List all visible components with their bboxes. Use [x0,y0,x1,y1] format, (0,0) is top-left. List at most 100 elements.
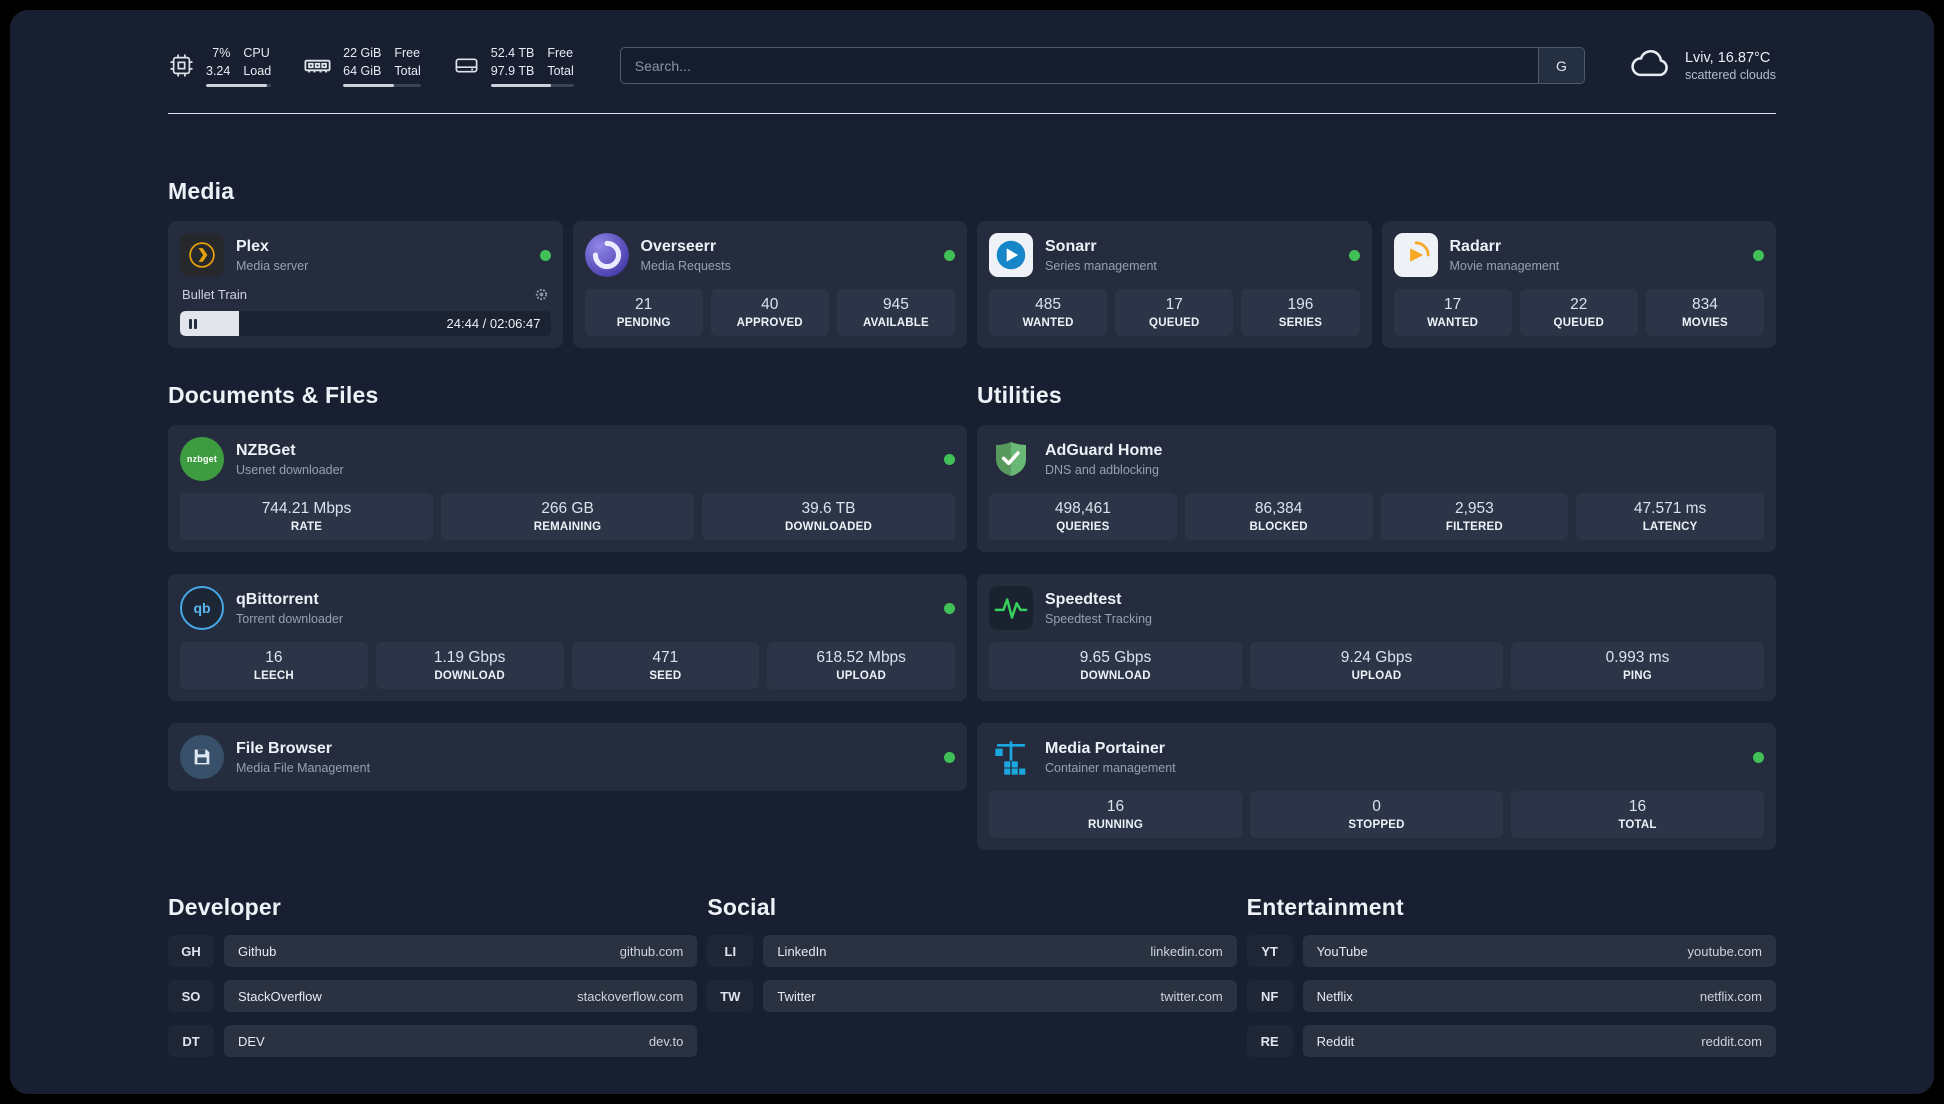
weather-widget: Lviv, 16.87°C scattered clouds [1627,46,1776,85]
service-card-sonarr[interactable]: Sonarr Series management 485 WANTED 17 QUEUED… [977,221,1372,349]
radarr-icon [1393,233,1438,278]
stat-tile: 39.6 TB DOWNLOADED [702,493,955,541]
link-url: netflix.com [1699,988,1762,1004]
stat-tile: 86,384 BLOCKED [1184,493,1373,541]
stat-label: UPLOAD [1351,670,1402,683]
link-abbreviation[interactable]: RE [1246,1025,1293,1058]
service-titles: AdGuard Home DNS and adblocking [1045,441,1162,477]
status-dot [944,453,955,465]
service-card-nzbget[interactable]: nzbget NZBGet Usenet downloader 744.21 Mbps… [168,425,967,553]
link-pill[interactable]: DEV dev.to [224,1025,698,1058]
link-abbreviation[interactable]: TW [707,980,754,1013]
service-card-speedtest[interactable]: Speedtest Speedtest Tracking 9.65 Gbps DOWN… [977,574,1776,702]
qbittorrent-icon: qb [180,586,224,631]
link-item[interactable]: TW Twitter twitter.com [707,980,1237,1013]
hard-drive-icon [453,52,480,79]
link-pill[interactable]: Reddit reddit.com [1302,1025,1776,1058]
link-abbreviation[interactable]: DT [168,1025,214,1058]
link-pill[interactable]: Github github.com [224,935,698,968]
section-title: Social [707,894,777,921]
links-column: Entertainment YT YouTube youtube.com NF Netfl… [1246,894,1776,1070]
stat-tile: 485 WANTED [989,289,1108,337]
link-abbreviation[interactable]: YT [1246,935,1293,968]
cpu-usage-bar [206,84,272,88]
service-name: qBittorrent [236,591,319,609]
stat-label: FILTERED [1445,521,1503,534]
link-abbreviation[interactable]: NF [1246,980,1293,1013]
link-abbreviation[interactable]: SO [168,980,214,1013]
search-engine-button[interactable]: G [1537,48,1584,84]
service-card-plex[interactable]: Plex Media server Bullet Train 24:44 / 02:0… [168,221,563,349]
utilities-section: Utilities AdGuard Home DNS and adblocking 4… [977,382,1776,851]
stat-label: SEED [649,670,682,683]
service-titles: File Browser Media File Management [236,739,370,775]
memory-usage-bar-fill [343,84,395,88]
stat-tile: 2,953 FILTERED [1380,493,1569,541]
link-name: Netflix [1316,988,1353,1004]
link-item[interactable]: GH Github github.com [168,935,698,968]
cpu-label: CPU [243,46,270,60]
settings-gear-icon[interactable] [534,287,549,302]
link-pill[interactable]: LinkedIn linkedin.com [763,935,1237,968]
search-input[interactable] [620,48,1538,84]
card-grid: Plex Media server Bullet Train 24:44 / 02:0… [168,221,1776,349]
stat-value: 266 GB [541,500,594,518]
stat-value: 86,384 [1254,500,1303,518]
link-abbreviation[interactable]: LI [707,935,754,968]
service-card-portainer[interactable]: Media Portainer Container management 16 RUN… [977,723,1776,851]
dashboard-main: Media Plex Media server Bullet Train 24:44 /… [168,178,1776,1070]
link-item[interactable]: NF Netflix netflix.com [1246,980,1776,1013]
link-item[interactable]: RE Reddit reddit.com [1246,1025,1776,1058]
link-item[interactable]: SO StackOverflow stackoverflow.com [168,980,698,1013]
stat-label: QUERIES [1056,521,1110,534]
stat-tile: 16 TOTAL [1511,791,1764,839]
service-card-overseerr[interactable]: Overseerr Media Requests 21 PENDING 40 APPROV… [572,221,967,349]
status-dot [944,249,955,261]
stat-label: QUEUED [1149,317,1200,330]
media-section: Media Plex Media server Bullet Train 24:44 /… [168,178,1776,349]
service-card-radarr[interactable]: Radarr Movie management 17 WANTED 22 QUEUED 83… [1381,221,1776,349]
speedtest-icon [989,586,1033,631]
pause-button[interactable] [189,318,197,329]
link-pill[interactable]: StackOverflow stackoverflow.com [224,980,698,1013]
overseerr-icon [584,233,629,278]
cpu-chip-icon [168,52,195,79]
stat-tile: 47.571 ms LATENCY [1576,493,1764,541]
service-card-qbittorrent[interactable]: qb qBittorrent Torrent downloader 16 LEECH 1.… [168,574,967,702]
link-name: Reddit [1316,1033,1355,1049]
link-pill[interactable]: Netflix netflix.com [1302,980,1776,1013]
link-url: reddit.com [1701,1033,1762,1049]
stat-value: 47.571 ms [1633,500,1707,518]
link-url: twitter.com [1160,988,1223,1004]
service-card-filebrowser[interactable]: File Browser Media File Management [168,723,967,792]
stat-tile: 16 RUNNING [989,791,1242,839]
stat-label: AVAILABLE [862,317,929,330]
stat-label: DOWNLOAD [1080,670,1151,683]
link-item[interactable]: YT YouTube youtube.com [1246,935,1776,968]
link-name: DEV [238,1033,265,1049]
link-item[interactable]: DT DEV dev.to [168,1025,698,1058]
stat-value: 21 [634,296,653,314]
section-title: Documents & Files [168,382,379,409]
link-pill[interactable]: Twitter twitter.com [763,980,1237,1013]
section-title: Developer [168,894,282,921]
link-pill[interactable]: YouTube youtube.com [1302,935,1776,968]
service-description: Media server [236,259,309,274]
service-card-adguard[interactable]: AdGuard Home DNS and adblocking 498,461 QUE… [977,425,1776,553]
link-abbreviation[interactable]: GH [168,935,214,968]
storage-total-label: Total [547,64,574,79]
service-titles: Plex Media server [236,237,308,273]
stat-tile: 9.24 Gbps UPLOAD [1250,642,1503,690]
stat-label: APPROVED [736,317,803,330]
service-card-header: Sonarr Series management [989,233,1360,278]
links-area: Developer GH Github github.com SO StackOverfl… [168,894,1776,1070]
service-description: Series management [1045,259,1157,274]
storage-usage-bar [490,84,574,88]
stat-value: 17 [1443,296,1462,314]
link-item[interactable]: LI LinkedIn linkedin.com [707,935,1237,968]
status-dot [1753,249,1764,261]
service-titles: Radarr Movie management [1450,237,1560,273]
service-name: NZBGet [236,442,296,460]
now-playing-title: Bullet Train [182,287,248,303]
service-name: Speedtest [1045,591,1122,609]
